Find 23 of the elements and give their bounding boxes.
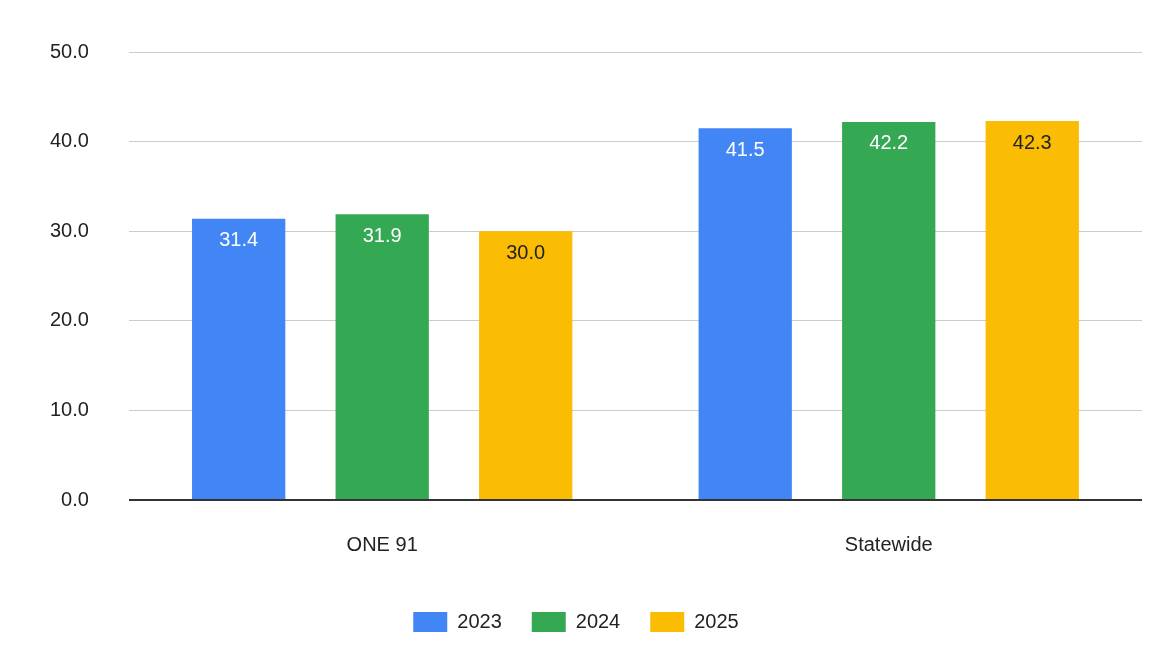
data-label: 41.5: [725, 137, 765, 160]
legend-label: 2024: [575, 609, 621, 632]
bar: [192, 218, 286, 499]
data-label: 31.9: [362, 223, 402, 246]
bar: [479, 231, 573, 499]
data-label: 31.4: [219, 228, 259, 251]
bar: [698, 128, 792, 499]
x-tick-label: ONE 91: [346, 532, 418, 555]
legend-label: 2025: [694, 609, 739, 632]
x-tick-label: Statewide: [844, 532, 933, 555]
bar: [985, 120, 1079, 499]
y-tick-label: 50.0: [49, 39, 89, 62]
y-tick-label: 30.0: [49, 218, 89, 241]
y-tick-label: 40.0: [49, 129, 89, 152]
y-tick-label: 0.0: [61, 487, 89, 510]
data-label: 30.0: [506, 240, 546, 263]
legend-label: 2023: [457, 609, 502, 632]
data-label: 42.3: [1012, 130, 1052, 153]
y-tick-label: 20.0: [49, 308, 89, 331]
bar: [842, 121, 936, 499]
y-tick-label: 10.0: [49, 397, 89, 420]
bar: [335, 214, 429, 499]
data-label: 42.2: [869, 131, 909, 154]
